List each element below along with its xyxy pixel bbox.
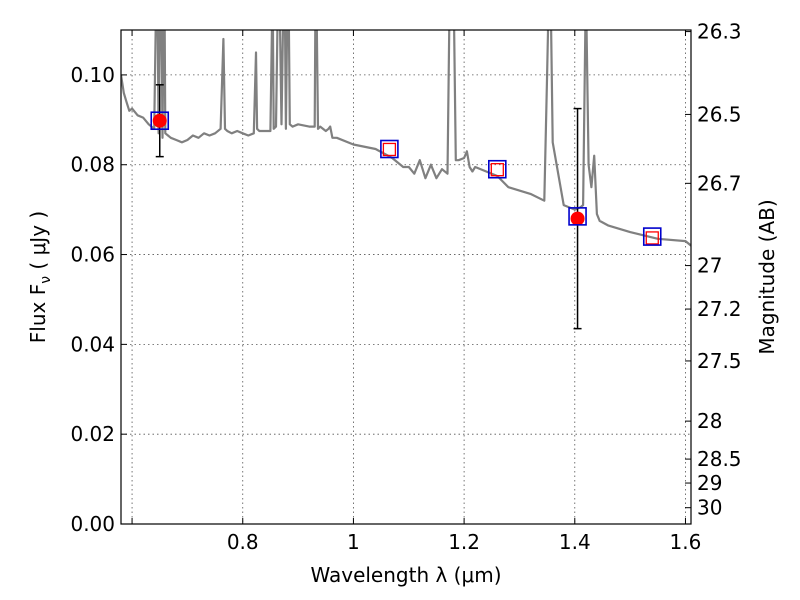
x-axis-label: Wavelength λ (μm) bbox=[310, 563, 501, 587]
model-photometry-point bbox=[488, 159, 507, 179]
tick-layer: 0.8 1 1.2 1.4 1.6 0.00 0.02 0.04 0.06 0.08 0.10 26.… bbox=[70, 20, 741, 554]
right-tick-label: 30 bbox=[697, 496, 722, 520]
x-tick-label: 1.2 bbox=[448, 530, 480, 554]
right-tick-label: 26.3 bbox=[697, 20, 742, 44]
marker-layer bbox=[150, 111, 662, 246]
observed-point bbox=[570, 211, 585, 226]
y-tick-label: 0.06 bbox=[70, 243, 115, 267]
y-tick-label: 0.04 bbox=[70, 332, 115, 356]
x-tick-label: 0.8 bbox=[227, 530, 259, 554]
plot-background bbox=[121, 30, 691, 524]
right-tick-label: 28.5 bbox=[697, 447, 742, 471]
plot-frame bbox=[120, 29, 692, 525]
right-tick-label: 28 bbox=[697, 409, 722, 433]
model-spectrum-line bbox=[121, 30, 691, 247]
model-photometry-point bbox=[568, 207, 587, 226]
model-spectrum-layer bbox=[121, 30, 691, 247]
x-tick-label: 1.6 bbox=[670, 530, 702, 554]
right-axis-label: Magnitude (AB) bbox=[755, 199, 779, 354]
y-axis-label-main: Flux F bbox=[26, 284, 50, 343]
observed-point bbox=[645, 231, 659, 245]
observed-point bbox=[490, 163, 504, 177]
y-axis-label-unit: ( μJy ) bbox=[26, 211, 50, 276]
observed-point bbox=[382, 142, 397, 157]
model-photometry-point bbox=[150, 111, 170, 131]
x-tick-label: 1.4 bbox=[559, 530, 591, 554]
y-axis-label: Flux Fν ( μJy ) bbox=[26, 211, 54, 343]
y-tick-label: 0.02 bbox=[70, 422, 115, 446]
model-photometry-point bbox=[380, 139, 399, 159]
right-tick-label: 26.7 bbox=[697, 171, 742, 195]
right-tick-label: 27.2 bbox=[697, 297, 742, 321]
x-tick-label: 1 bbox=[347, 530, 360, 554]
y-axis-label-subscript: ν bbox=[38, 276, 54, 284]
y-tick-label: 0.10 bbox=[70, 63, 115, 87]
right-tick-label: 27 bbox=[697, 254, 722, 278]
observed-point bbox=[152, 113, 167, 128]
right-tick-label: 29 bbox=[697, 471, 722, 495]
right-tick-label: 26.5 bbox=[697, 102, 742, 126]
y-tick-label: 0.08 bbox=[70, 153, 115, 177]
y-tick-label: 0.00 bbox=[70, 512, 115, 536]
right-tick-label: 27.5 bbox=[697, 349, 742, 373]
model-photometry-point bbox=[642, 227, 662, 246]
